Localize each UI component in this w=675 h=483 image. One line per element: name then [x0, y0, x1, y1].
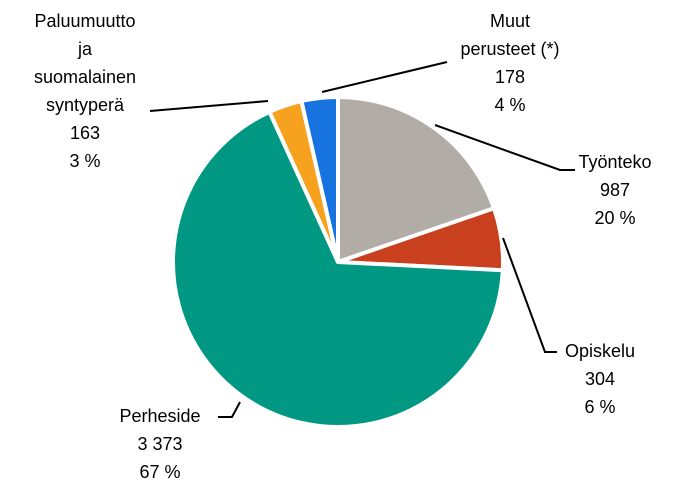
slice-label: Muut — [490, 11, 530, 31]
value-label: 163 — [70, 123, 100, 143]
slice-label: Opiskelu — [565, 341, 635, 361]
slice-label: syntyperä — [46, 95, 125, 115]
leader-line — [218, 401, 241, 418]
share-label: 20 % — [594, 208, 635, 228]
slice-label: ja — [77, 39, 93, 59]
pie-slice — [171, 109, 505, 429]
share-label: 67 % — [139, 462, 180, 482]
slice-label: suomalainen — [34, 67, 136, 87]
value-label: 987 — [600, 180, 630, 200]
slice-label: Paluumuutto — [34, 11, 135, 31]
leader-line — [434, 124, 575, 171]
pie-slice — [299, 94, 340, 263]
value-label: 3 373 — [137, 434, 182, 454]
value-label: 178 — [495, 67, 525, 87]
slice-label: perusteet (*) — [460, 39, 559, 59]
share-label: 6 % — [584, 397, 615, 417]
leader-line — [502, 237, 557, 353]
share-label: 3 % — [69, 151, 100, 171]
slice-label: Työnteko — [578, 152, 651, 172]
slice-label: Perheside — [119, 406, 200, 426]
leader-line — [321, 61, 448, 93]
value-label: 304 — [585, 369, 615, 389]
leader-line — [149, 100, 269, 112]
share-label: 4 % — [494, 95, 525, 115]
